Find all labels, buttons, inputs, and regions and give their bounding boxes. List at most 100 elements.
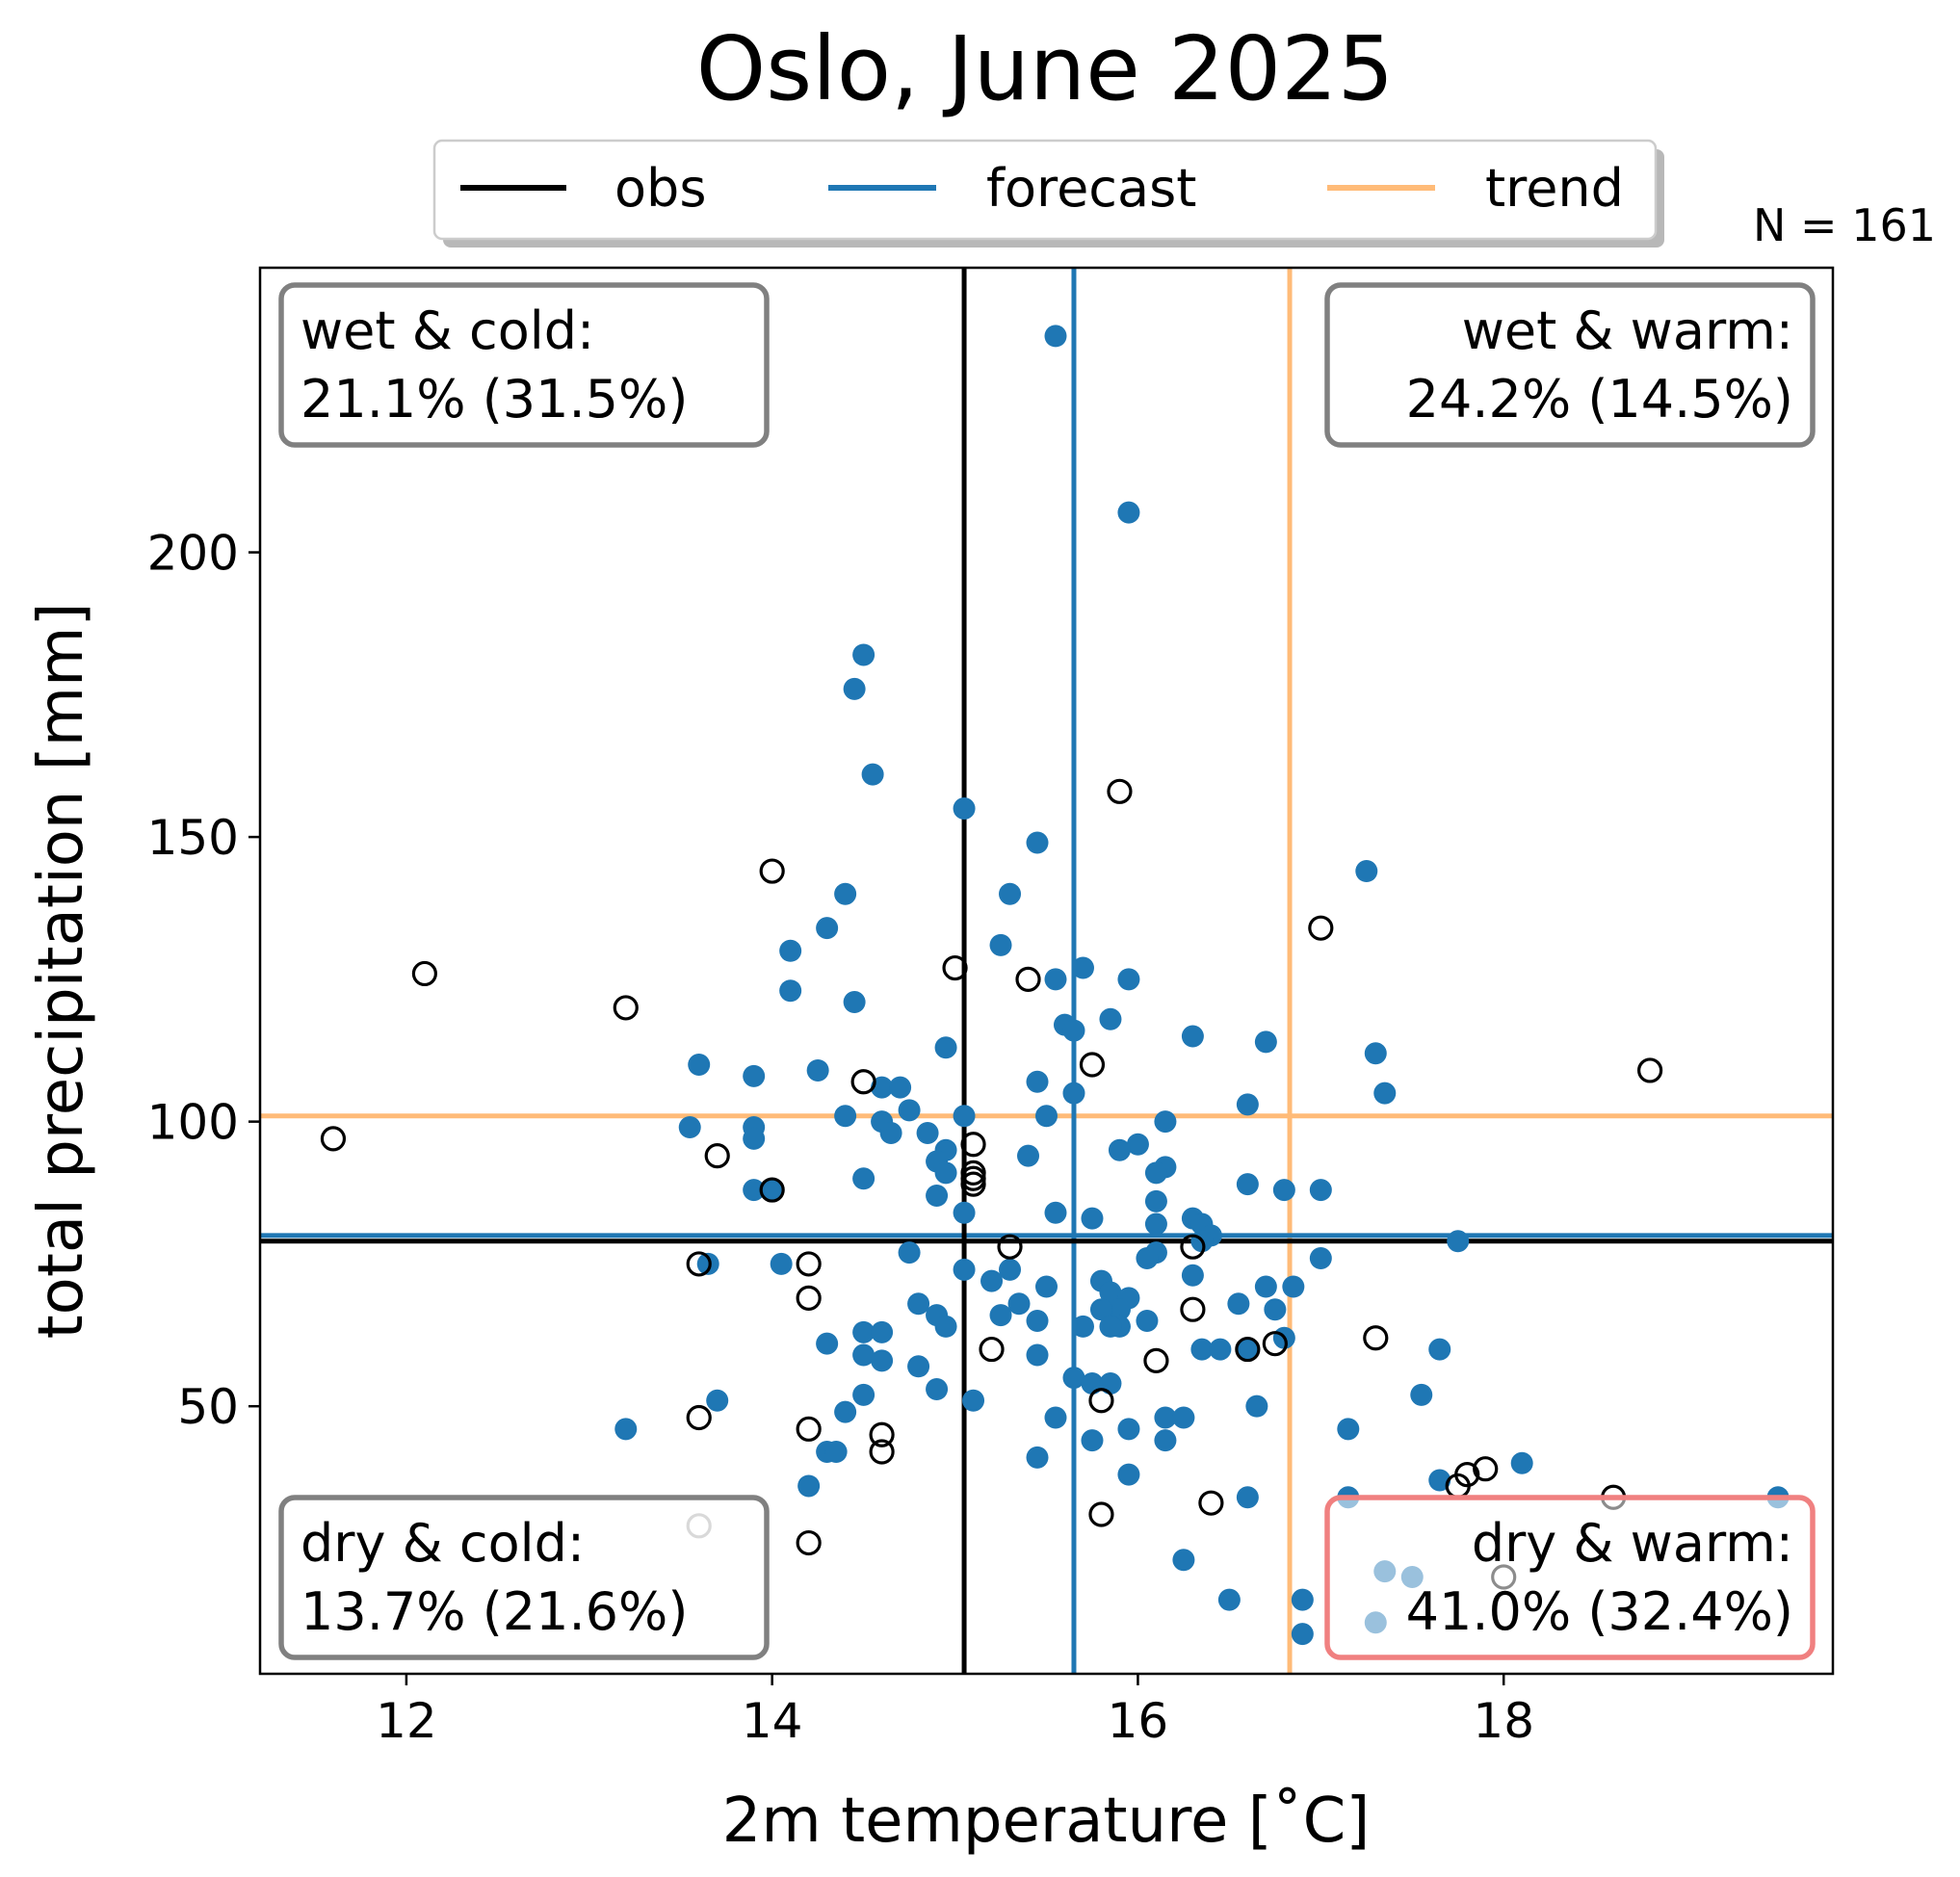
forecast-point (706, 1389, 729, 1412)
x-axis-ticks: 12 14 16 18 (376, 1674, 1534, 1749)
forecast-point (1190, 1338, 1214, 1361)
forecast-point (1007, 1292, 1031, 1316)
forecast-point (743, 1179, 766, 1202)
legend-box (432, 139, 1658, 241)
forecast-point (1236, 1486, 1259, 1509)
obs-points (320, 778, 1663, 1590)
forecast-point (989, 1304, 1012, 1327)
forecast-point (797, 1474, 821, 1498)
obs-point (1235, 1336, 1261, 1363)
forecast-point (1337, 1418, 1360, 1441)
obs-point (686, 1251, 712, 1277)
forecast-point (1172, 1549, 1195, 1572)
forecast-point (806, 1058, 829, 1082)
forecast-point (1154, 1110, 1177, 1134)
forecast-point (1144, 1161, 1167, 1185)
forecast-point (999, 882, 1022, 905)
y-axis-label: total precipitation [mm] (26, 603, 97, 1340)
forecast-point (861, 763, 884, 786)
forecast-point (1099, 1007, 1122, 1030)
x-tick-label: 18 (1473, 1693, 1534, 1749)
forecast-point (934, 1161, 957, 1185)
obs-point (1363, 1325, 1389, 1351)
quadrant-wet-cold-value: 21.1% (31.5%) (301, 369, 688, 430)
obs-point (850, 1069, 876, 1095)
forecast-point (1081, 1429, 1104, 1452)
obs-point (869, 1439, 895, 1465)
forecast-point (678, 1116, 701, 1139)
forecast-point (1026, 1310, 1049, 1333)
forecast-point (843, 677, 866, 700)
forecast-point (1026, 1070, 1049, 1093)
obs-point (960, 1171, 986, 1197)
forecast-point (898, 1241, 921, 1264)
forecast-point (770, 1252, 793, 1275)
forecast-point (1236, 1338, 1259, 1361)
obs-point (997, 1234, 1023, 1260)
forecast-point (743, 1127, 766, 1150)
y-axis-ticks: 50 100 150 200 (147, 526, 260, 1435)
forecast-point (1044, 968, 1067, 991)
forecast-point (1044, 1406, 1067, 1429)
obs-point (1107, 778, 1133, 804)
forecast-point (1089, 1298, 1112, 1321)
y-tick-label: 50 (177, 1379, 239, 1435)
quadrant-dry-cold-title: dry & cold: (301, 1513, 585, 1574)
forecast-point (1108, 1138, 1131, 1161)
forecast-point (871, 1076, 894, 1099)
y-tick-label: 200 (147, 526, 239, 582)
forecast-point (1136, 1310, 1159, 1333)
quadrant-wet-cold-box (278, 282, 770, 448)
obs-point (759, 858, 785, 884)
forecast-point (1062, 1082, 1085, 1105)
quadrant-dry-cold-value: 13.7% (21.6%) (301, 1581, 688, 1642)
forecast-point (1282, 1275, 1305, 1298)
forecast-point (834, 1400, 857, 1423)
forecast-point (953, 797, 976, 821)
obs-point (869, 1421, 895, 1447)
forecast-point (1309, 1247, 1332, 1270)
forecast-point (743, 1064, 766, 1087)
quadrant-wet-cold-title: wet & cold: (301, 300, 594, 361)
quadrant-dry-warm-title: dry & warm: (1472, 1513, 1793, 1574)
forecast-point (926, 1184, 949, 1207)
forecast-point (1291, 1588, 1314, 1611)
forecast-point (989, 933, 1012, 956)
forecast-point (852, 1343, 875, 1367)
forecast-point (1181, 1264, 1204, 1287)
quadrant-dry-cold: dry & cold: 13.7% (21.6%) (278, 1495, 770, 1660)
forecast-point (953, 1201, 976, 1224)
obs-point (960, 1132, 986, 1158)
forecast-point (1117, 501, 1140, 524)
forecast-point (816, 917, 839, 940)
forecast-point (1081, 1207, 1104, 1230)
quadrant-wet-warm-title: wet & warm: (1462, 300, 1793, 361)
forecast-point (1236, 1173, 1259, 1196)
forecast-point (1291, 1623, 1314, 1646)
obs-point (1473, 1456, 1499, 1482)
x-tick-label: 14 (742, 1693, 803, 1749)
obs-point (613, 995, 639, 1021)
forecast-point (953, 1258, 976, 1281)
forecast-point (779, 939, 802, 962)
forecast-point (1172, 1406, 1195, 1429)
forecast-point (999, 1258, 1022, 1281)
forecast-point (1035, 1105, 1058, 1128)
forecast-point (980, 1269, 1004, 1292)
y-tick-label: 150 (147, 810, 239, 866)
forecast-point (879, 1121, 902, 1144)
quadrant-dry-warm-box (1324, 1495, 1816, 1660)
forecast-point (1272, 1179, 1295, 1202)
forecast-point (1062, 1367, 1085, 1390)
forecast-point (953, 1105, 976, 1128)
forecast-point (852, 1383, 875, 1406)
obs-point (942, 954, 968, 981)
forecast-points (614, 325, 1790, 1646)
forecast-point (1044, 1201, 1067, 1224)
obs-point (686, 1404, 712, 1431)
forecast-point (1245, 1395, 1268, 1418)
forecast-point (934, 1315, 957, 1338)
obs-point (796, 1529, 822, 1556)
forecast-point (1144, 1212, 1167, 1236)
